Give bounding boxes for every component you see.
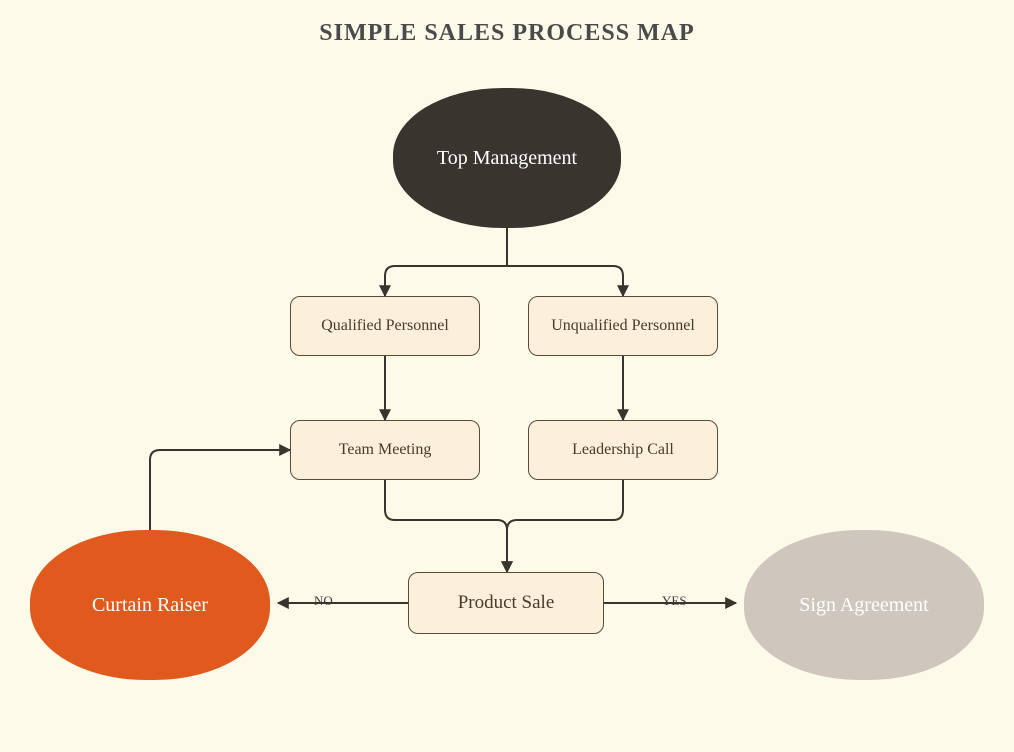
edge-label-yes: YES — [662, 593, 687, 609]
node-label: Qualified Personnel — [321, 317, 449, 335]
edge-label-no: NO — [314, 593, 333, 609]
node-label: Unqualified Personnel — [551, 317, 695, 335]
node-label: Team Meeting — [339, 441, 432, 459]
node-label: Leadership Call — [572, 441, 674, 459]
node-label: Curtain Raiser — [92, 594, 208, 617]
node-curtain-raiser: Curtain Raiser — [30, 530, 270, 680]
node-product-sale: Product Sale — [408, 572, 604, 634]
node-unqualified-personnel: Unqualified Personnel — [528, 296, 718, 356]
node-leadership-call: Leadership Call — [528, 420, 718, 480]
node-sign-agreement: Sign Agreement — [744, 530, 984, 680]
node-label: Sign Agreement — [799, 594, 928, 617]
node-top-management: Top Management — [393, 88, 621, 228]
node-label: Top Management — [437, 147, 577, 170]
node-qualified-personnel: Qualified Personnel — [290, 296, 480, 356]
page-title: SIMPLE SALES PROCESS MAP — [0, 20, 1014, 47]
node-team-meeting: Team Meeting — [290, 420, 480, 480]
node-label: Product Sale — [458, 592, 555, 614]
